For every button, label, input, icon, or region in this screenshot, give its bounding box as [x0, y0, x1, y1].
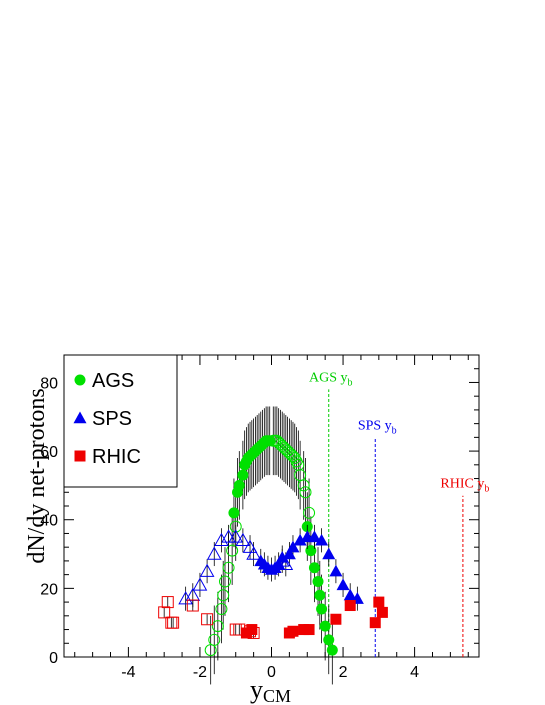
legend-marker-sps: [73, 411, 87, 424]
x-tick-label: 0: [267, 664, 276, 681]
data-point: [322, 547, 336, 560]
data-point-open: [299, 486, 312, 499]
y-tick-label: 20: [40, 581, 58, 598]
data-point: [286, 540, 300, 553]
beam-rapidity-label: AGS yb: [309, 370, 353, 388]
y-axis-title: dN/dy net-protons: [24, 388, 50, 563]
data-point: [314, 589, 326, 601]
data-point-open: [246, 546, 261, 560]
data-point-open: [178, 591, 193, 605]
data-point-open: [297, 479, 310, 492]
data-point-open: [215, 602, 228, 615]
data-point-open: [222, 561, 235, 574]
data-point: [305, 545, 317, 557]
data-point-open: [201, 613, 214, 626]
legend-marker-ags: [74, 374, 86, 386]
data-point: [316, 603, 328, 615]
data-point-open: [235, 532, 251, 547]
beam-rapidity-label: RHIC yb: [440, 477, 489, 495]
data-point: [272, 557, 286, 570]
data-point-open: [218, 575, 231, 588]
data-point-open: [186, 599, 199, 612]
data-point-open: [217, 589, 230, 602]
data-point: [323, 634, 335, 646]
data-point-open: [228, 529, 244, 543]
x-tick-label: -4: [121, 664, 135, 681]
data-point: [287, 625, 299, 637]
legend: AGS SPS RHIC: [63, 354, 178, 488]
data-point: [343, 588, 357, 601]
data-point-open: [242, 539, 258, 553]
data-point-open: [161, 596, 174, 609]
data-point: [312, 576, 324, 587]
data-point: [237, 469, 249, 481]
x-tick-label: 4: [410, 664, 419, 681]
data-point: [228, 507, 240, 519]
legend-label-ags: AGS: [92, 370, 134, 392]
x-tick-label: -2: [193, 664, 207, 681]
data-point: [233, 479, 245, 491]
x-tick-label: 2: [339, 664, 348, 681]
data-point: [303, 624, 315, 636]
y-tick-label: 80: [40, 375, 58, 392]
data-point: [376, 606, 388, 618]
data-point: [336, 578, 350, 591]
data-point: [315, 533, 329, 546]
series-sps: [178, 524, 364, 611]
series-ags: [204, 406, 338, 685]
data-point-open: [303, 506, 316, 519]
data-point: [282, 547, 296, 560]
data-point-open: [204, 644, 217, 657]
data-point: [293, 533, 307, 546]
legend-label-rhic: RHIC: [92, 446, 141, 468]
data-point-open: [214, 532, 229, 547]
beam-rapidity-label: SPS yb: [358, 418, 397, 436]
y-tick-label: 0: [49, 650, 58, 667]
data-point-open: [167, 616, 180, 629]
y-tick-label: 60: [40, 444, 58, 461]
data-point-open: [206, 546, 222, 560]
data-point: [330, 613, 342, 625]
legend-marker-rhic: [74, 450, 86, 462]
data-point-open: [211, 620, 224, 633]
data-point: [275, 550, 289, 563]
legend-label-sps: SPS: [92, 408, 132, 430]
data-point: [246, 624, 258, 636]
data-point: [308, 562, 320, 574]
y-tick-label: 40: [40, 513, 58, 530]
data-point-open: [199, 563, 215, 577]
data-point: [326, 644, 338, 656]
data-point: [319, 620, 331, 632]
data-point: [369, 617, 381, 629]
data-point: [329, 564, 343, 577]
data-point-open: [278, 556, 294, 571]
data-point: [344, 600, 356, 612]
data-point: [307, 530, 321, 543]
data-point-open: [221, 529, 236, 543]
data-point-open: [192, 577, 208, 591]
data-point-open: [158, 606, 171, 619]
series-rhic: [158, 596, 388, 639]
data-point: [264, 435, 276, 447]
data-point-open: [226, 544, 239, 557]
data-point: [373, 596, 385, 608]
